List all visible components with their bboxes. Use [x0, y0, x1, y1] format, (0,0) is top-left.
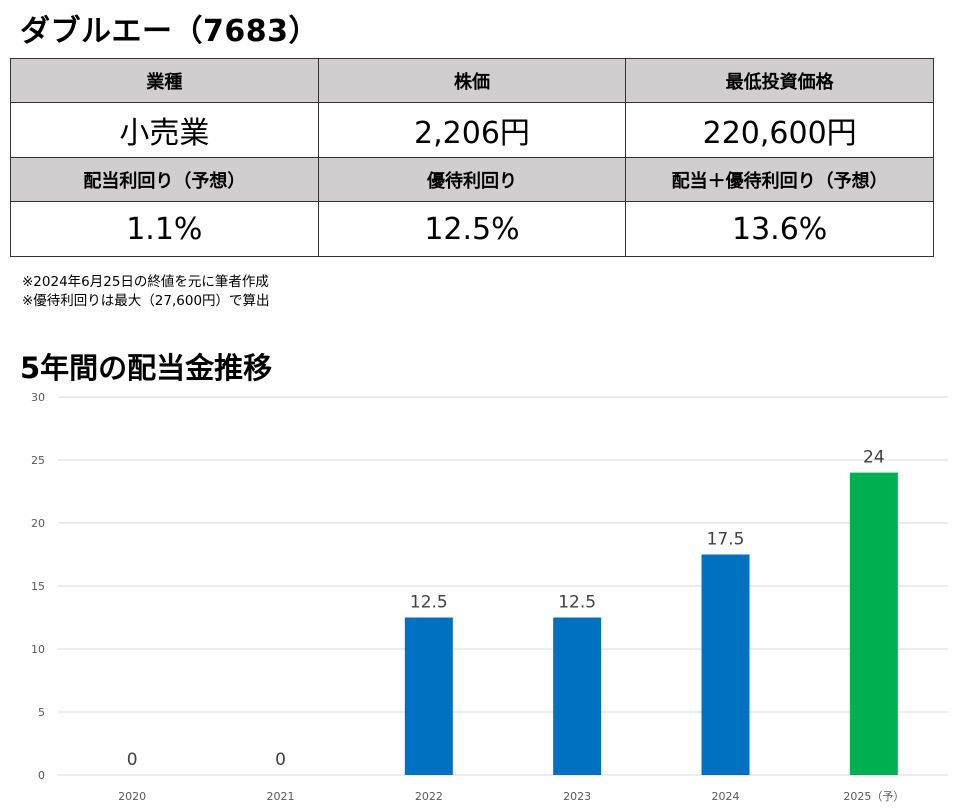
table-header-row: 配当利回り（予想） 優待利回り 配当＋優待利回り（予想） [10, 157, 934, 202]
dividend-bar-chart: 0 5 10 15 20 25 30 0 2020 0 2021 12.5 2022 12.5 2023 17… [31, 391, 948, 803]
chart-title: 5年間の配当金推移 [20, 351, 273, 385]
x-tick-label: 2022 [415, 790, 443, 803]
y-tick-label: 5 [38, 706, 45, 719]
y-tick-label: 15 [31, 580, 45, 593]
footnote: ※2024年6月25日の終値を元に筆者作成 [22, 274, 269, 290]
y-tick-label: 25 [31, 454, 45, 467]
x-tick-label: 2023 [563, 790, 591, 803]
footnote: ※優待利回りは最大（27,600円）で算出 [22, 293, 270, 309]
x-tick-label: 2025（予） [843, 790, 904, 803]
x-tick-label: 2024 [712, 790, 740, 803]
header-total-yield: 配当＋優待利回り（予想） [625, 157, 934, 202]
data-label: 24 [863, 448, 885, 468]
page-title: ダブルエー（7683） [20, 14, 319, 49]
bar [849, 472, 898, 775]
header-industry: 業種 [10, 58, 319, 103]
bar [701, 554, 750, 775]
y-tick-label: 30 [31, 391, 45, 404]
header-stock-price: 株価 [317, 58, 627, 103]
y-tick-label: 10 [31, 643, 45, 656]
header-dividend-yield: 配当利回り（予想） [10, 157, 319, 202]
bar [553, 617, 602, 775]
x-tick-label: 2021 [267, 790, 295, 803]
value-benefit-yield: 12.5% [317, 201, 627, 257]
table-value-row: 小売業 2,206円 220,600円 [10, 102, 934, 158]
header-benefit-yield: 優待利回り [317, 157, 627, 202]
table-value-row: 1.1% 12.5% 13.6% [10, 201, 934, 257]
y-tick-label: 0 [38, 769, 45, 782]
data-label: 12.5 [410, 593, 448, 613]
y-tick-label: 20 [31, 517, 45, 530]
value-min-investment: 220,600円 [625, 102, 934, 158]
value-total-yield: 13.6% [625, 201, 934, 257]
header-min-investment: 最低投資価格 [625, 58, 934, 103]
stock-info-table: 業種 株価 最低投資価格 小売業 2,206円 220,600円 配当利回り（予… [10, 58, 934, 257]
value-stock-price: 2,206円 [317, 102, 627, 158]
data-label: 0 [127, 750, 138, 770]
table-header-row: 業種 株価 最低投資価格 [10, 58, 934, 103]
data-label: 17.5 [707, 530, 745, 550]
data-label: 0 [275, 750, 286, 770]
x-tick-label: 2020 [118, 790, 146, 803]
data-label: 12.5 [558, 593, 596, 613]
value-dividend-yield: 1.1% [10, 201, 319, 257]
footnotes: ※2024年6月25日の終値を元に筆者作成 ※優待利回りは最大（27,600円）… [22, 273, 270, 311]
value-industry: 小売業 [10, 102, 319, 158]
bar [404, 617, 453, 775]
